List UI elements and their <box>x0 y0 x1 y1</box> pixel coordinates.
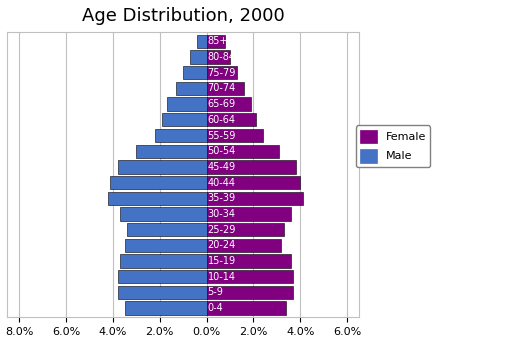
Bar <box>207 176 300 189</box>
Bar <box>118 160 207 173</box>
Bar <box>118 270 207 283</box>
Bar <box>207 113 255 127</box>
Bar <box>120 254 207 268</box>
Bar <box>118 286 207 299</box>
Bar <box>207 82 244 95</box>
Bar <box>207 129 263 142</box>
Bar <box>207 51 230 64</box>
Bar <box>176 82 207 95</box>
Bar <box>125 301 207 315</box>
Text: 60-64: 60-64 <box>208 115 236 125</box>
Bar <box>207 207 291 221</box>
Text: 65-69: 65-69 <box>208 99 236 109</box>
Bar <box>155 129 207 142</box>
Text: 0-4: 0-4 <box>208 303 224 313</box>
Bar <box>207 160 296 173</box>
Bar <box>207 66 237 79</box>
Bar <box>207 35 225 48</box>
Bar <box>136 144 207 158</box>
Bar <box>207 286 293 299</box>
Text: 10-14: 10-14 <box>208 271 236 282</box>
Text: 85+: 85+ <box>208 36 228 46</box>
Bar <box>207 301 286 315</box>
Bar <box>108 192 207 205</box>
Bar <box>207 97 251 111</box>
Bar <box>120 207 207 221</box>
Text: 5-9: 5-9 <box>208 287 224 297</box>
Bar <box>207 192 303 205</box>
Text: 25-29: 25-29 <box>208 225 236 235</box>
Bar <box>125 239 207 252</box>
Text: 70-74: 70-74 <box>208 84 236 94</box>
Bar <box>197 35 207 48</box>
Text: 20-24: 20-24 <box>208 240 236 250</box>
Bar <box>162 113 207 127</box>
Bar <box>127 223 207 236</box>
Text: 15-19: 15-19 <box>208 256 236 266</box>
Bar <box>207 223 284 236</box>
Legend: Female, Male: Female, Male <box>356 126 430 167</box>
Bar <box>167 97 207 111</box>
Text: 50-54: 50-54 <box>208 146 236 156</box>
Text: 35-39: 35-39 <box>208 193 236 203</box>
Text: 30-34: 30-34 <box>208 209 236 219</box>
Text: 45-49: 45-49 <box>208 162 236 172</box>
Bar <box>207 144 279 158</box>
Text: 80-84: 80-84 <box>208 52 236 62</box>
Bar <box>110 176 207 189</box>
Bar <box>207 270 293 283</box>
Bar <box>207 254 291 268</box>
Title: Age Distribution, 2000: Age Distribution, 2000 <box>82 7 285 25</box>
Bar <box>190 51 207 64</box>
Text: 40-44: 40-44 <box>208 178 236 187</box>
Bar <box>207 239 281 252</box>
Text: 55-59: 55-59 <box>208 130 236 140</box>
Text: 75-79: 75-79 <box>208 68 236 78</box>
Bar <box>183 66 207 79</box>
